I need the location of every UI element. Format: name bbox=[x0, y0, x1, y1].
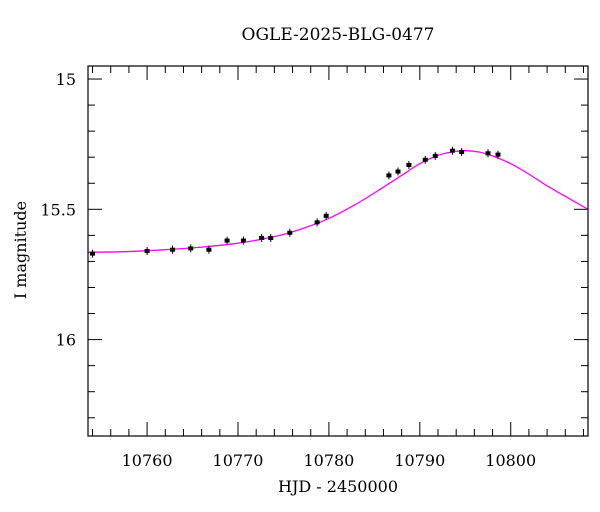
model-curve bbox=[87, 150, 589, 253]
data-point bbox=[422, 155, 428, 164]
x-tick-label: 10780 bbox=[303, 451, 354, 470]
plot-frame bbox=[87, 65, 589, 437]
x-tick-label: 10770 bbox=[213, 451, 264, 470]
data-point bbox=[323, 211, 329, 220]
data-point bbox=[144, 247, 150, 255]
data-point bbox=[206, 245, 212, 254]
data-point bbox=[395, 167, 401, 176]
ticks-layer bbox=[88, 66, 588, 436]
data-point bbox=[314, 218, 320, 227]
y-tick-label: 15 bbox=[56, 70, 76, 89]
data-point bbox=[90, 249, 96, 258]
x-tick-label: 10790 bbox=[394, 451, 445, 470]
data-point bbox=[240, 236, 246, 245]
x-tick-label: 10760 bbox=[122, 451, 173, 470]
data-point bbox=[386, 171, 392, 180]
y-axis-label: I magnitude bbox=[11, 201, 30, 299]
data-point bbox=[459, 147, 465, 156]
chart-title: OGLE-2025-BLG-0477 bbox=[242, 25, 435, 45]
data-point bbox=[450, 146, 456, 155]
y-tick-label: 15.5 bbox=[40, 200, 76, 219]
x-axis-label: HJD - 2450000 bbox=[278, 477, 398, 496]
data-point bbox=[170, 245, 176, 254]
data-point bbox=[287, 228, 293, 237]
data-point bbox=[432, 151, 438, 160]
y-tick-label: 16 bbox=[56, 331, 76, 350]
data-points bbox=[90, 146, 501, 258]
x-tick-labels: 10760 10770 10780 10790 10800 bbox=[122, 451, 537, 470]
data-point bbox=[495, 150, 501, 159]
data-point bbox=[259, 233, 265, 242]
y-tick-labels: 15 15.5 16 bbox=[40, 70, 76, 350]
x-tick-label: 10800 bbox=[485, 451, 536, 470]
data-point bbox=[485, 149, 491, 158]
data-point bbox=[406, 161, 412, 170]
data-point bbox=[188, 244, 194, 253]
data-point bbox=[224, 236, 230, 245]
data-point bbox=[268, 233, 274, 242]
